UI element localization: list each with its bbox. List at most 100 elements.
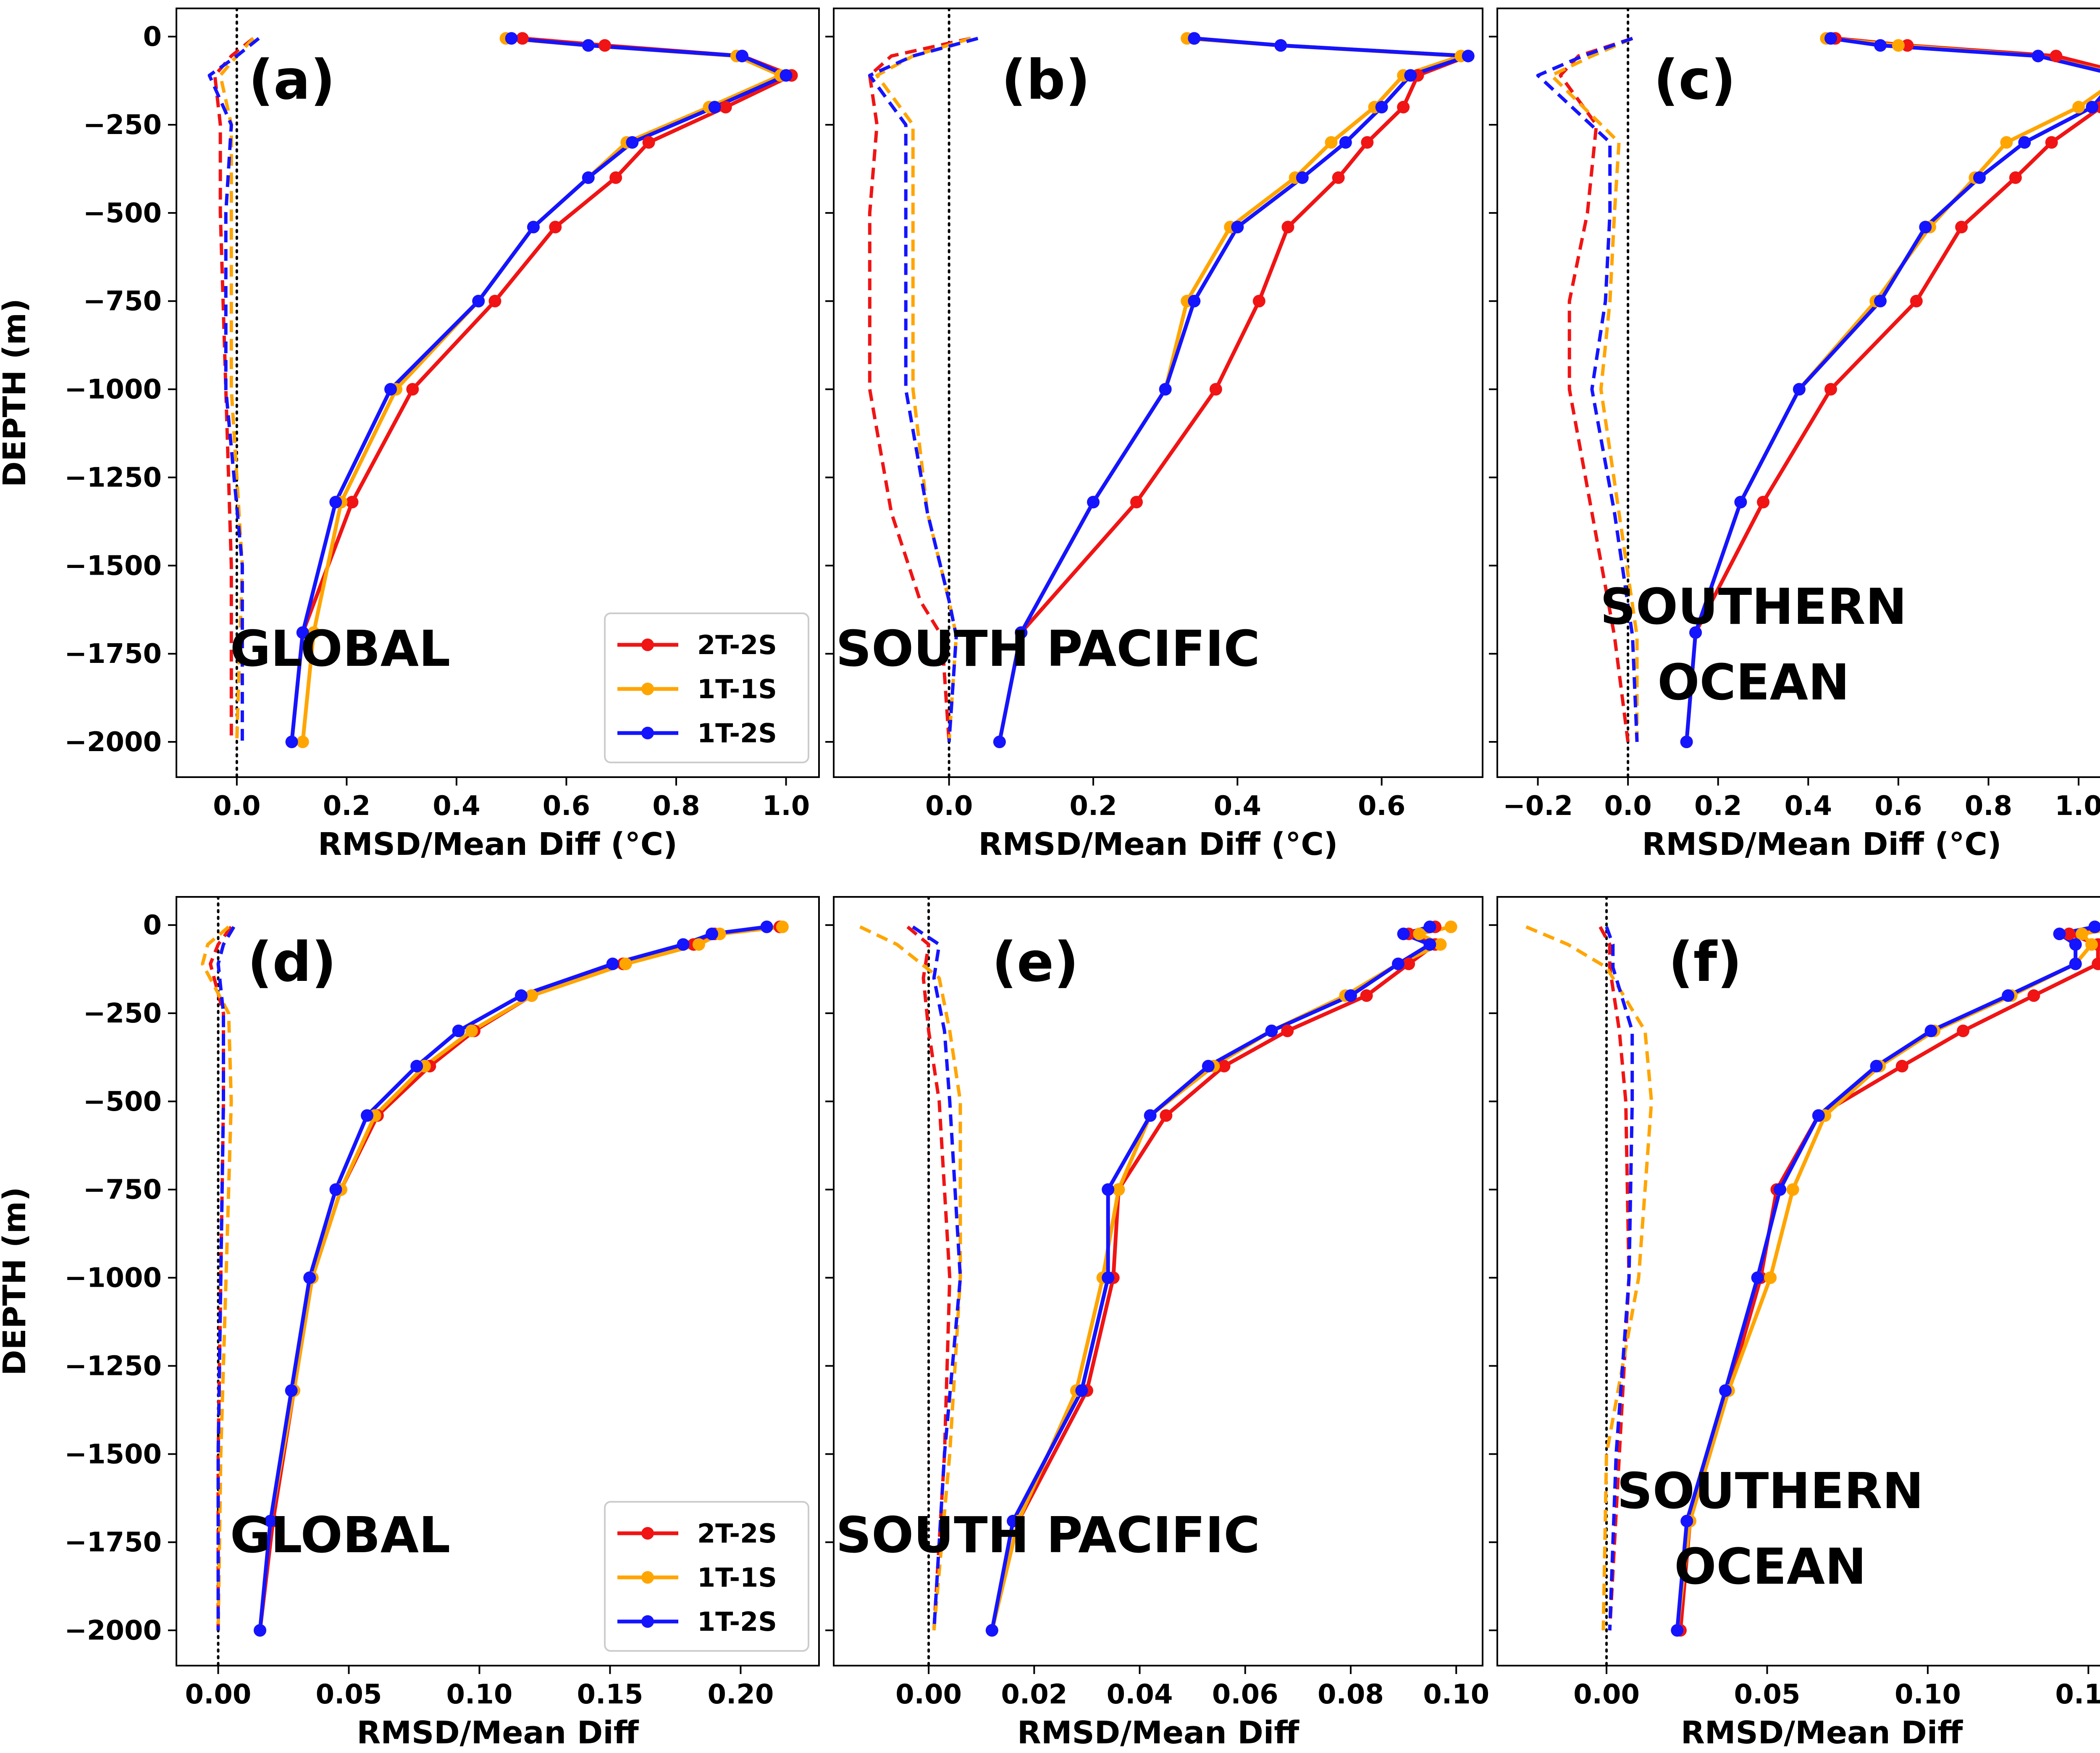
rmsd-point-1T-1S xyxy=(619,957,632,970)
rmsd-point-1T-2S xyxy=(527,221,540,234)
rmsd-point-1T-2S xyxy=(254,1624,267,1637)
legend: 2T-2S 1T-1S 1T-2S xyxy=(604,1501,809,1652)
rmsd-line-1T-2S xyxy=(1675,925,2095,1631)
y-tick-label: −250 xyxy=(83,110,162,141)
rmsd-point-2T-2S xyxy=(1757,496,1770,509)
axes-frame xyxy=(833,8,1483,778)
rmsd-point-2T-2S xyxy=(2063,928,2076,941)
rmsd-point-1T-2S xyxy=(1007,1514,1020,1527)
rmsd-point-1T-2S xyxy=(1344,989,1357,1002)
rmsd-point-1T-2S xyxy=(1265,1024,1278,1037)
rmsd-point-1T-2S xyxy=(1274,39,1287,52)
x-tick-label: 0.0 xyxy=(1604,791,1651,822)
rmsd-point-1T-2S xyxy=(1924,1024,1937,1037)
region-label: SOUTH PACIFIC xyxy=(836,620,1260,678)
x-tick-label: 0.08 xyxy=(1318,1679,1384,1710)
legend-marker-1T-2S xyxy=(641,1615,654,1628)
rmsd-point-1T-2S xyxy=(1339,136,1352,149)
rmsd-point-2T-2S xyxy=(719,101,732,114)
rmsd-point-1T-2S xyxy=(706,928,718,941)
rmsd-point-2T-2S xyxy=(642,136,655,149)
y-tick-label: −1750 xyxy=(64,1527,162,1558)
region-label: OCEAN xyxy=(1674,1537,1866,1595)
rmsd-point-1T-2S xyxy=(1102,1183,1115,1196)
rmsd-point-1T-2S xyxy=(1231,221,1244,234)
rmsd-point-1T-2S xyxy=(410,1059,423,1072)
x-tick-label: 0.4 xyxy=(1214,791,1261,822)
panel-c: −0.2 0.0 0.2 0.4 0.6 0.8 1.0 RMSD/Mean Diff (°C… xyxy=(1489,8,2100,862)
legend-marker-1T-1S xyxy=(641,683,654,695)
rmsd-point-1T-1S xyxy=(2085,938,2098,951)
rmsd-point-2T-2S xyxy=(1360,989,1373,1002)
y-axis-label: DEPTH (m) xyxy=(0,1187,33,1375)
rmsd-point-1T-2S xyxy=(384,383,397,396)
region-label: SOUTHERN xyxy=(1600,578,1907,636)
rmsd-point-1T-2S xyxy=(1751,1271,1764,1284)
rmsd-point-2T-2S xyxy=(1252,294,1265,307)
rmsd-point-2T-2S xyxy=(1218,1059,1231,1072)
plot-area xyxy=(207,8,798,777)
legend-marker-1T-2S xyxy=(641,727,654,739)
legend-marker-2T-2S xyxy=(641,1527,654,1540)
panel-f: 0.00 0.05 0.10 0.15 RMSD/Mean Diff (f) SOUTHER… xyxy=(1489,896,2100,1751)
rmsd-point-1T-2S xyxy=(1973,171,1986,184)
x-tick-label: 0.4 xyxy=(1785,791,1832,822)
x-tick-label: 0.10 xyxy=(1423,1679,1489,1710)
panel-b: 0.0 0.2 0.4 0.6 RMSD/Mean Diff (°C) (b) SOUTH … xyxy=(825,8,1483,862)
x-axis-label: RMSD/Mean Diff (°C) xyxy=(1642,826,2001,862)
rmsd-point-2T-2S xyxy=(1281,221,1294,234)
rmsd-point-1T-2S xyxy=(285,736,298,749)
rmsd-point-1T-2S xyxy=(1423,938,1436,951)
rmsd-point-1T-2S xyxy=(1774,1183,1787,1196)
x-tick-label: 0.0 xyxy=(925,791,973,822)
y-tick-label: −500 xyxy=(83,1086,162,1117)
rmsd-point-2T-2S xyxy=(1955,221,1968,234)
mean-diff-line-1T-2S xyxy=(1605,926,1634,1631)
axes-frame xyxy=(176,896,820,1666)
x-tick-label: 0.20 xyxy=(707,1679,774,1710)
x-tick-label: 0.05 xyxy=(1734,1679,1801,1710)
legend-marker-2T-2S xyxy=(641,639,654,651)
rmsd-point-2T-2S xyxy=(1361,136,1374,149)
x-tick-label: 0.8 xyxy=(652,791,700,822)
rmsd-point-2T-2S xyxy=(1332,171,1345,184)
rmsd-point-1T-2S xyxy=(626,136,639,149)
rmsd-point-1T-2S xyxy=(1874,294,1887,307)
panel-label: (f) xyxy=(1668,930,1742,994)
rmsd-point-1T-2S xyxy=(1793,383,1806,396)
rmsd-point-1T-2S xyxy=(2086,101,2099,114)
rmsd-point-2T-2S xyxy=(406,383,419,396)
rmsd-point-1T-2S xyxy=(1680,1514,1693,1527)
legend: 2T-2S 1T-1S 1T-2S xyxy=(604,612,809,763)
mean-diff-line-2T-2S xyxy=(868,37,971,742)
x-tick-label: 0.00 xyxy=(1573,1679,1640,1710)
y-tick-label: 0 xyxy=(143,21,162,53)
panel-label: (a) xyxy=(249,48,336,112)
rmsd-point-2T-2S xyxy=(1957,1024,1970,1037)
rmsd-point-1T-2S xyxy=(1144,1109,1157,1122)
y-tick-label: −1500 xyxy=(64,550,162,581)
rmsd-point-1T-2S xyxy=(1296,171,1309,184)
axes-frame xyxy=(1496,8,2100,778)
plot-area xyxy=(1525,897,2100,1666)
rmsd-point-1T-1S xyxy=(1413,928,1426,941)
rmsd-line-1T-2S xyxy=(1685,36,2100,742)
rmsd-point-1T-2S xyxy=(505,32,518,45)
rmsd-point-1T-2S xyxy=(735,50,748,63)
rmsd-point-1T-1S xyxy=(1444,920,1457,933)
panel-label: (d) xyxy=(247,930,336,994)
y-tick-label: 0 xyxy=(143,910,162,941)
rmsd-point-1T-2S xyxy=(760,920,773,933)
rmsd-point-1T-1S xyxy=(465,1024,478,1037)
rmsd-point-2T-2S xyxy=(1160,1109,1173,1122)
panel-label: (b) xyxy=(1001,48,1090,112)
rmsd-point-1T-2S xyxy=(780,69,793,82)
rmsd-point-2T-2S xyxy=(1130,496,1143,509)
legend-label-1T-1S: 1T-1S xyxy=(697,674,777,704)
x-tick-label: 0.04 xyxy=(1107,1679,1173,1710)
y-axis-label: DEPTH (m) xyxy=(0,298,33,487)
legend-box xyxy=(604,612,809,763)
mean-diff-line-1T-2S xyxy=(868,37,979,742)
mean-diff-line-1T-1S xyxy=(859,925,962,1631)
